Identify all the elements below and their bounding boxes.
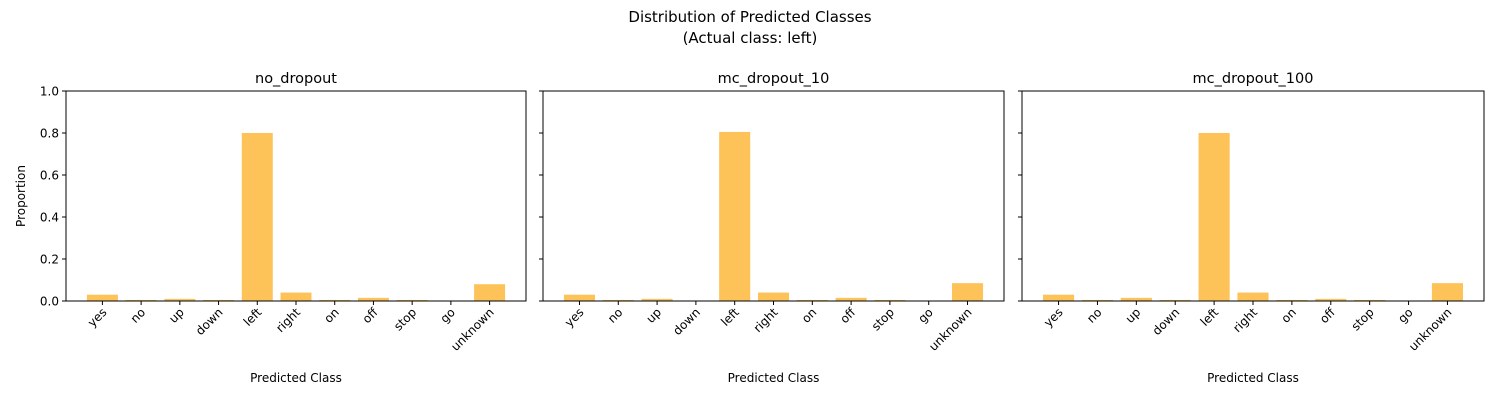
bar-off [835, 297, 867, 301]
axes-frame [1021, 90, 1485, 302]
bar-yes [563, 294, 595, 301]
bar-on [796, 299, 828, 301]
subplot-1: 0.0 0.2 0.4 0.6 0.8 1.0 yes no up down left right on… [14, 71, 527, 385]
bar-stop [1354, 299, 1386, 301]
x-axis-label: Predicted Class [1207, 371, 1299, 385]
x-tick-label-down: down [1150, 305, 1183, 338]
bar-on [1276, 299, 1308, 301]
bar-up [164, 298, 196, 301]
bar-yes [1043, 294, 1075, 301]
bar-right [757, 292, 790, 301]
x-tick-label-go: go [1395, 305, 1415, 325]
y-tick-label: 0.2 [40, 253, 59, 267]
bar-left [241, 133, 273, 301]
x-tick-label-down: down [193, 305, 226, 338]
bar-up [641, 298, 673, 301]
x-tick-label-right: right [1230, 305, 1260, 335]
x-tick-label-on: on [321, 305, 341, 325]
x-tick-label-up: up [166, 305, 187, 326]
x-tick-label-on: on [1279, 305, 1299, 325]
bar-down [203, 299, 235, 301]
subplot-title: no_dropout [255, 71, 337, 87]
bar-stop [396, 299, 428, 301]
y-tick-label: 0.6 [40, 169, 59, 183]
y-tick-label: 0.0 [40, 295, 59, 309]
bar-off [357, 297, 389, 301]
y-axis-label: Proportion [14, 165, 28, 227]
y-tick-label: 1.0 [40, 85, 59, 99]
x-tick-label-unknown: unknown [926, 305, 974, 353]
bar-down [1159, 299, 1191, 301]
x-axis-label: Predicted Class [728, 371, 820, 385]
bar-yes [86, 294, 118, 301]
x-tick-label-yes: yes [562, 305, 587, 330]
axes-frame [542, 90, 1005, 302]
x-axis-label: Predicted Class [250, 371, 342, 385]
x-tick-label-on: on [799, 305, 819, 325]
x-tick-label-off: off [1317, 305, 1338, 326]
suptitle-line-1: Distribution of Predicted Classes [628, 8, 871, 26]
y-tick-label: 0.4 [40, 211, 59, 225]
bar-on [319, 299, 351, 301]
bar-no [602, 299, 634, 301]
bar-left [1198, 133, 1230, 301]
x-tick-label-go: go [915, 305, 935, 325]
bar-left [719, 131, 751, 301]
x-tick-label-off: off [837, 305, 858, 326]
x-tick-label-yes: yes [85, 305, 110, 330]
x-tick-label-unknown: unknown [1406, 305, 1454, 353]
x-tick-label-unknown: unknown [448, 305, 496, 353]
x-tick-label-no: no [605, 305, 625, 325]
x-tick-label-off: off [360, 305, 381, 326]
x-tick-label-right: right [273, 305, 303, 335]
x-tick-label-down: down [670, 305, 703, 338]
x-tick-label-stop: stop [391, 305, 419, 333]
x-tick-label-left: left [1198, 305, 1222, 329]
x-tick-label-up: up [644, 305, 665, 326]
bar-unknown [474, 284, 506, 301]
x-tick-label-no: no [1084, 305, 1104, 325]
subplot-title: mc_dropout_10 [718, 71, 830, 87]
axes-frame [65, 90, 527, 302]
x-tick-label-left: left [241, 305, 265, 329]
x-tick-label-stop: stop [869, 305, 897, 333]
x-tick-label-up: up [1123, 305, 1144, 326]
x-tick-label-left: left [718, 305, 742, 329]
suptitle-line-2: (Actual class: left) [683, 29, 818, 47]
bar-no [125, 299, 157, 301]
bar-no [1081, 299, 1113, 301]
bar-right [1237, 292, 1269, 301]
x-tick-label-no: no [128, 305, 148, 325]
x-tick-label-stop: stop [1349, 305, 1377, 333]
x-tick-label-right: right [751, 305, 781, 335]
x-tick-label-go: go [438, 305, 458, 325]
bar-stop [874, 299, 906, 301]
bar-right [280, 292, 312, 301]
bar-off [1315, 298, 1347, 301]
x-tick-label-yes: yes [1041, 305, 1066, 330]
subplot-title: mc_dropout_100 [1193, 71, 1314, 87]
bar-unknown [1431, 283, 1463, 301]
y-tick-label: 0.8 [40, 127, 59, 141]
bar-unknown [952, 283, 984, 301]
bar-up [1120, 297, 1152, 301]
